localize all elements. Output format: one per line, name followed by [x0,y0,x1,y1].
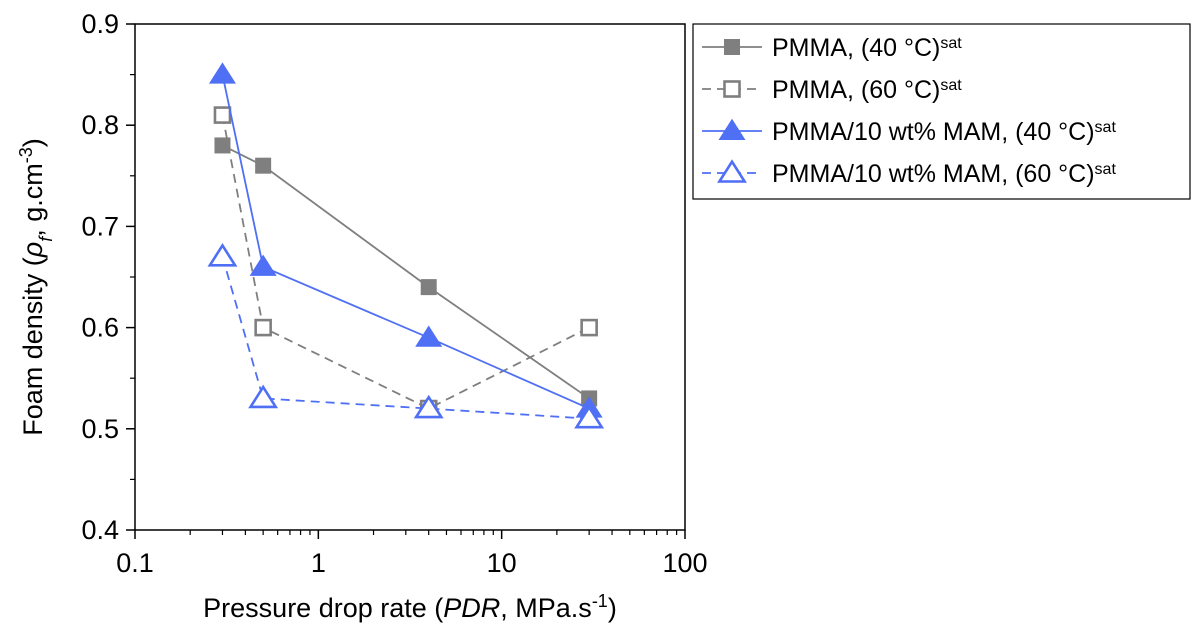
y-tick-label: 0.6 [81,313,119,343]
x-axis-title: Pressure drop rate (PDR, MPa.s-1) [203,591,617,623]
data-point-s3-2 [249,254,277,276]
data-point-s1-1 [214,137,231,154]
y-tick-label: 0.7 [81,211,119,241]
data-point-s1-2 [255,157,272,174]
data-point-s4-1 [207,242,238,267]
series-line-4 [221,256,590,420]
legend-marker-1 [724,39,740,55]
data-point-s2-1 [213,106,232,124]
y-tick-label: 0.9 [81,9,119,39]
series-2 [213,106,598,418]
series-layer [207,62,605,429]
data-point-s3-1 [208,62,236,84]
series-line-3 [221,74,590,410]
legend-label-4: PMMA/10 wt% MAM, (60 °C)sat [772,160,1116,188]
x-tick-label: 0.1 [116,548,154,578]
y-tick-label: 0.8 [81,110,119,140]
data-point-s1-3 [420,279,437,296]
legend-marker-3 [718,118,746,141]
data-point-s3-3 [415,325,443,347]
axes: 0.1 1 10 100 0.4 0.5 0.6 0.7 0.8 0.9 Pressure drop… [16,9,708,623]
series-line-1 [222,144,590,400]
legend-box [692,23,1191,200]
y-tick-label: 0.5 [81,414,119,444]
data-point-s2-4 [580,318,598,337]
legend: PMMA, (40 °C)sat PMMA, (60 °C)sat PMMA/10 … [692,23,1191,200]
legend-marker-2 [723,80,741,98]
y-axis-title: Foam density (ρf, g.cm-3) [16,138,56,436]
series-3 [208,62,603,418]
x-tick-label: 100 [662,548,707,578]
data-point-s4-2 [248,384,279,409]
y-tick-label: 0.4 [81,515,119,545]
x-tick-label: 1 [311,548,326,578]
legend-marker-4 [717,159,747,183]
data-point-s4-4 [574,404,605,429]
series-4 [207,242,605,429]
series-1 [214,137,598,407]
legend-label-2: PMMA, (60 °C)sat [772,76,962,104]
legend-label-3: PMMA/10 wt% MAM, (40 °C)sat [772,118,1116,146]
series-line-2 [221,114,590,410]
legend-label-1: PMMA, (40 °C)sat [772,34,962,62]
x-tick-label: 10 [487,548,517,578]
data-point-s4-3 [413,394,444,419]
data-point-s2-2 [254,318,272,337]
plot-frame [134,23,686,531]
